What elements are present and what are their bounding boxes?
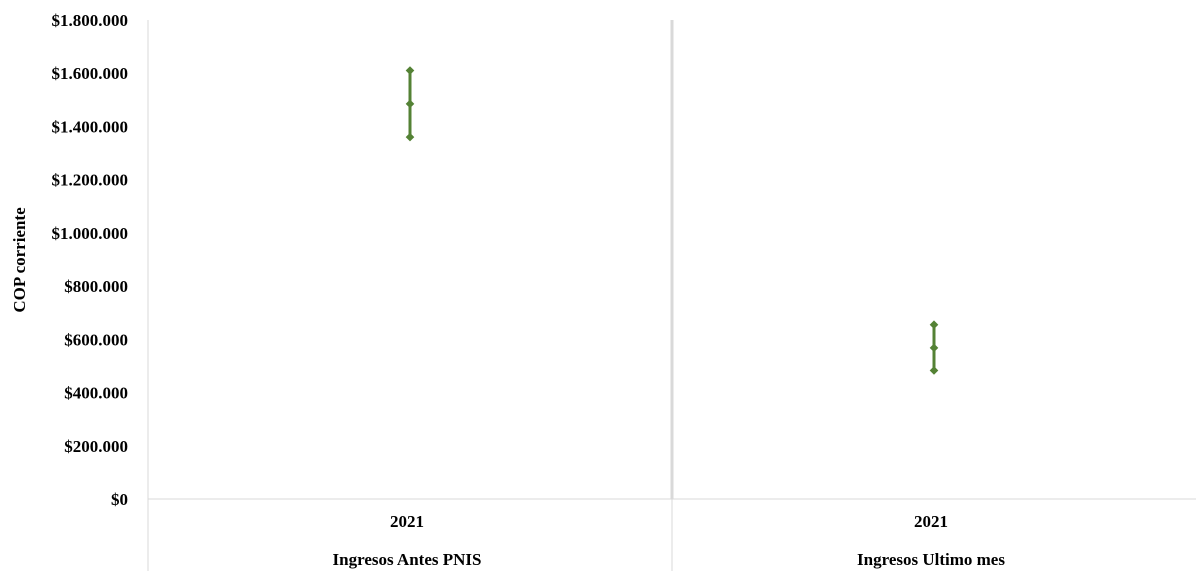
y-tick-label: $1.600.000 <box>52 64 129 83</box>
y-tick-label: $200.000 <box>64 437 128 456</box>
mean-marker <box>929 343 939 353</box>
error-bar-group <box>405 66 415 142</box>
y-tick-label: $1.200.000 <box>52 171 129 190</box>
category-label: Ingresos Antes PNIS <box>333 550 482 569</box>
upper-marker <box>929 320 939 330</box>
error-bar-group <box>929 320 939 375</box>
y-tick-label: $600.000 <box>64 330 128 349</box>
lower-marker <box>405 132 415 142</box>
y-tick-label: $1.800.000 <box>52 11 129 30</box>
y-axis-title: COP corriente <box>10 207 29 313</box>
category-year-label: 2021 <box>914 512 948 531</box>
y-tick-label: $1.000.000 <box>52 224 129 243</box>
y-tick-label: $1.400.000 <box>52 117 129 136</box>
y-tick-label: $0 <box>111 490 128 509</box>
grid-layer <box>147 20 674 571</box>
upper-marker <box>405 66 415 75</box>
y-tick-label: $800.000 <box>64 277 128 296</box>
mean-marker <box>405 99 415 109</box>
y-tick-labels: $0 $200.000 $400.000 $600.000 $800.000 $1.000… <box>52 11 129 509</box>
lower-marker <box>929 366 939 375</box>
category-label: Ingresos Ultimo mes <box>857 550 1005 569</box>
y-tick-label: $400.000 <box>64 384 128 403</box>
category-labels: 2021 Ingresos Antes PNIS 2021 Ingresos Ulti… <box>333 512 1006 569</box>
category-year-label: 2021 <box>390 512 424 531</box>
axis-layer <box>147 20 1196 500</box>
error-bars <box>405 66 939 375</box>
